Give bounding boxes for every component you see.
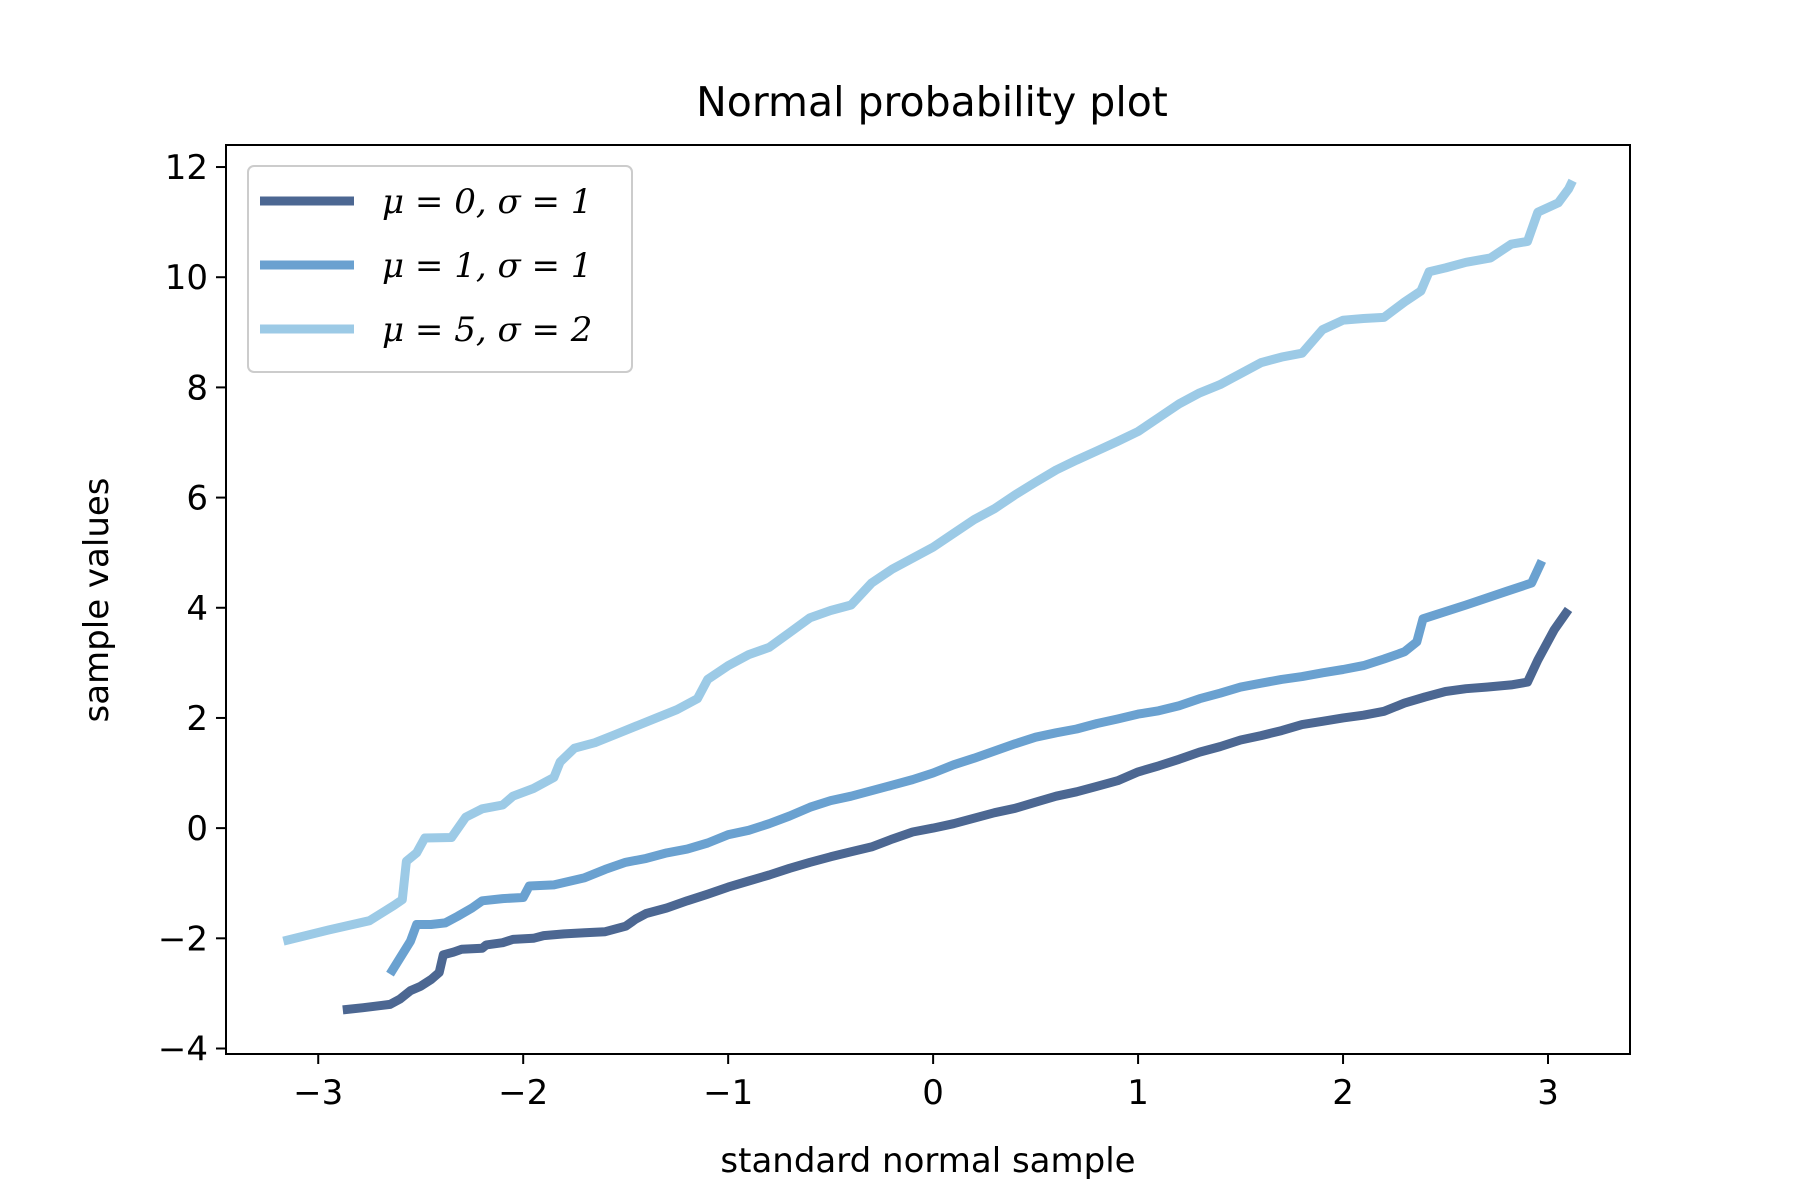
x-tick-label: −2 — [498, 1073, 548, 1113]
legend-label-1: μ = 0, σ = 1 — [382, 182, 592, 222]
legend-box — [247, 165, 633, 373]
y-tick-label: 12 — [165, 148, 208, 188]
series-line-3 — [282, 178, 1577, 946]
legend: μ = 0, σ = 1 μ = 1, σ = 1 μ = 5, σ = 2 — [247, 165, 633, 373]
chart-title: Normal probability plot — [696, 78, 1168, 126]
x-tick-label: 3 — [1537, 1073, 1559, 1113]
lines-layer — [282, 178, 1577, 1015]
series-line-1 — [342, 606, 1573, 1015]
x-tick-label: 1 — [1127, 1073, 1149, 1113]
y-tick-label: −2 — [158, 919, 208, 959]
x-axis-label: standard normal sample — [720, 1141, 1135, 1181]
y-axis-label: sample values — [77, 477, 117, 722]
x-tick-label: 2 — [1332, 1073, 1354, 1113]
y-tick-label: 2 — [186, 699, 208, 739]
legend-label-3: μ = 5, σ = 2 — [382, 310, 592, 350]
y-tick-label: 8 — [186, 368, 208, 408]
x-tick-label: −3 — [293, 1073, 343, 1113]
x-axis-ticks: −3 −2 −1 0 1 2 3 — [293, 1054, 1559, 1113]
series-line-2 — [386, 558, 1546, 977]
y-axis-ticks: −4 −2 0 2 4 6 8 10 12 — [158, 148, 226, 1069]
y-tick-label: 4 — [186, 589, 208, 629]
x-tick-label: −1 — [703, 1073, 753, 1113]
y-tick-label: 0 — [186, 809, 208, 849]
y-tick-label: 6 — [186, 479, 208, 519]
plot-frame — [225, 144, 1631, 1055]
x-tick-label: 0 — [922, 1073, 944, 1113]
legend-label-2: μ = 1, σ = 1 — [382, 246, 592, 286]
y-tick-label: −4 — [158, 1029, 208, 1069]
y-tick-label: 10 — [165, 258, 208, 298]
